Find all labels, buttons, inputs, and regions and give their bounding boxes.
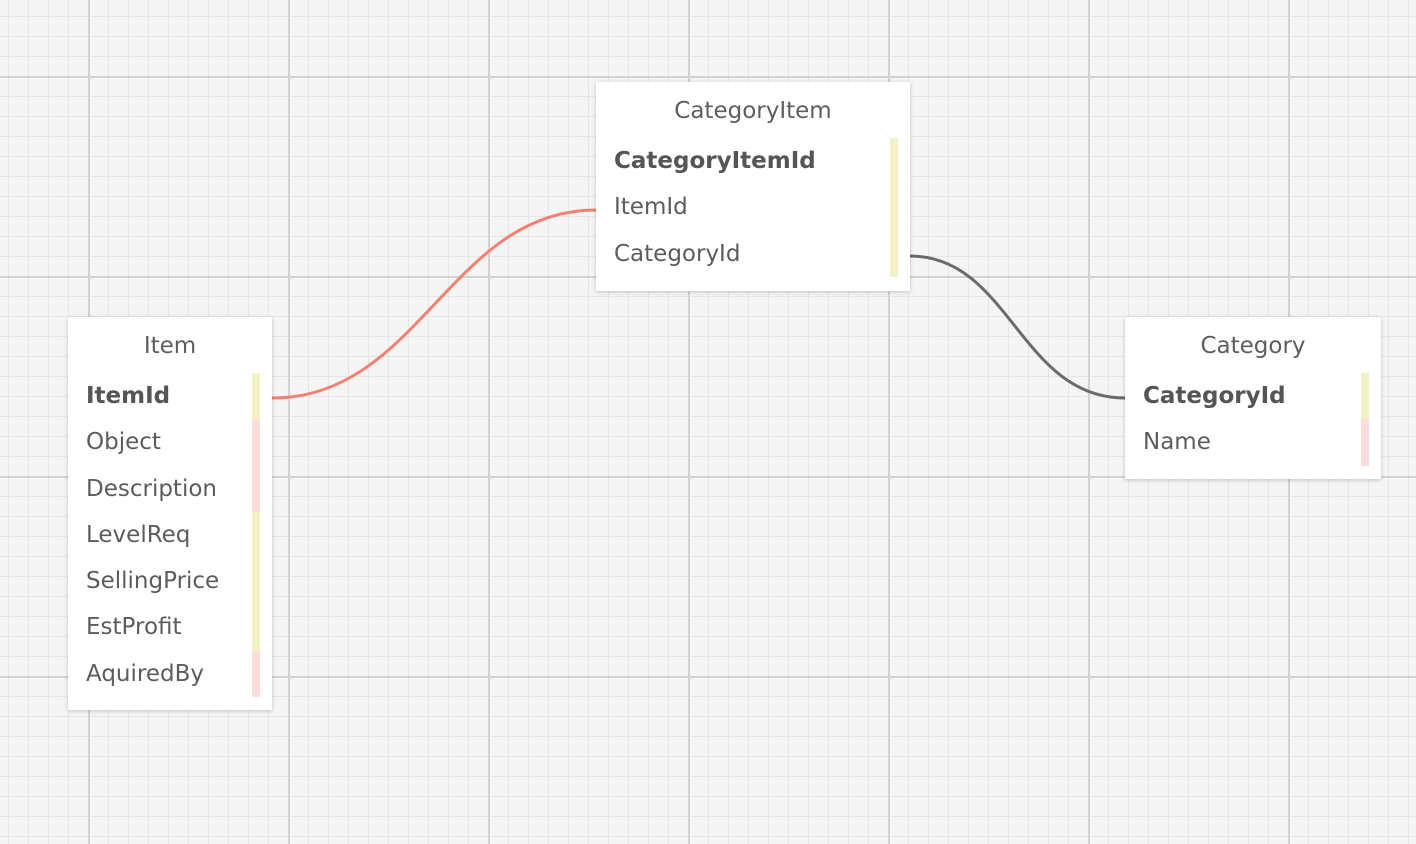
field-name: Object xyxy=(86,429,161,456)
field-row-categoryitemid[interactable]: CategoryItemId xyxy=(596,138,910,185)
table-item[interactable]: Item ItemId Object Description LevelReq … xyxy=(68,317,272,710)
field-marker xyxy=(252,373,260,420)
field-name: Description xyxy=(86,475,217,502)
table-title[interactable]: CategoryItem xyxy=(674,98,832,124)
field-row-categoryid[interactable]: CategoryId xyxy=(1125,373,1381,420)
field-marker xyxy=(252,650,260,698)
field-marker xyxy=(890,230,898,277)
field-name: CategoryItemId xyxy=(614,148,816,174)
field-marker xyxy=(890,184,898,231)
relation-categoryitem-to-category[interactable] xyxy=(909,254,1126,400)
field-name: Name xyxy=(1143,429,1211,456)
field-name: LevelReq xyxy=(86,521,191,548)
field-row-itemid[interactable]: ItemId xyxy=(68,373,272,420)
field-row-name[interactable]: Name xyxy=(1125,419,1381,466)
field-row-sellingprice[interactable]: SellingPrice xyxy=(68,558,272,605)
field-row-estprofit[interactable]: EstProfit xyxy=(68,604,272,651)
relation-item-to-categoryitem[interactable] xyxy=(271,208,597,400)
field-row-levelreq[interactable]: LevelReq xyxy=(68,511,272,559)
table-category[interactable]: Category CategoryId Name xyxy=(1125,317,1381,479)
field-marker xyxy=(1361,373,1369,420)
field-marker xyxy=(252,465,260,512)
field-row-categoryid[interactable]: CategoryId xyxy=(596,230,910,277)
field-marker xyxy=(890,138,898,185)
field-list: CategoryId Name xyxy=(1125,373,1381,478)
field-list: ItemId Object Description LevelReq Selli… xyxy=(68,373,272,709)
field-name: EstProfit xyxy=(86,614,182,641)
field-name: ItemId xyxy=(614,194,688,221)
field-row-aquiredby[interactable]: AquiredBy xyxy=(68,650,272,698)
field-marker xyxy=(252,558,260,605)
field-name: CategoryId xyxy=(1143,383,1286,409)
table-title[interactable]: Item xyxy=(143,333,197,359)
field-list: CategoryItemId ItemId CategoryId xyxy=(596,138,910,289)
field-marker xyxy=(252,511,260,559)
field-name: SellingPrice xyxy=(86,568,220,595)
field-row-description[interactable]: Description xyxy=(68,465,272,512)
field-row-object[interactable]: Object xyxy=(68,419,272,466)
field-row-itemid[interactable]: ItemId xyxy=(596,184,910,231)
table-title[interactable]: Category xyxy=(1200,333,1306,359)
field-marker xyxy=(252,419,260,466)
field-marker xyxy=(252,604,260,651)
field-name: CategoryId xyxy=(614,240,741,267)
table-categoryitem[interactable]: CategoryItem CategoryItemId ItemId Categ… xyxy=(596,82,910,291)
field-name: ItemId xyxy=(86,383,171,409)
field-marker xyxy=(1361,419,1369,466)
field-name: AquiredBy xyxy=(86,660,204,687)
